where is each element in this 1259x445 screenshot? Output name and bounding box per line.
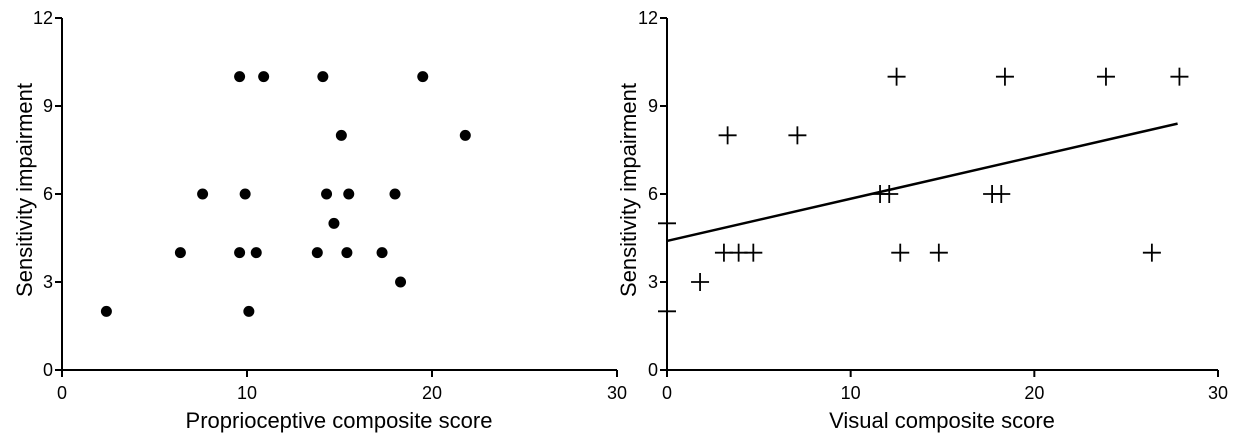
x-tick-label: 0 bbox=[57, 383, 67, 403]
x-tick-label: 10 bbox=[237, 383, 257, 403]
data-point bbox=[389, 188, 401, 200]
regression-line bbox=[666, 122, 1178, 243]
data-point bbox=[880, 185, 899, 203]
y-tick-label: 9 bbox=[648, 96, 658, 116]
y-axis-label: Sensitivity impairment bbox=[616, 83, 641, 297]
x-tick-label: 30 bbox=[1208, 383, 1228, 403]
x-tick-label: 20 bbox=[422, 383, 442, 403]
proprioceptive-scatter-panel: 0 3 6 9 12 0 10 20 30 Proprioceptive composite sc… bbox=[12, 8, 627, 433]
data-point bbox=[174, 247, 186, 259]
data-point bbox=[328, 217, 340, 229]
data-point bbox=[335, 129, 347, 141]
x-tick-label: 0 bbox=[662, 383, 672, 403]
data-point bbox=[658, 214, 676, 233]
x-tick-label: 30 bbox=[607, 383, 627, 403]
y-tick-label: 6 bbox=[648, 184, 658, 204]
y-tick-label: 3 bbox=[43, 272, 53, 292]
data-point bbox=[929, 243, 948, 262]
y-tick-label: 6 bbox=[43, 184, 53, 204]
y-tick-label: 0 bbox=[648, 360, 658, 380]
data-point bbox=[1142, 243, 1161, 262]
data-point bbox=[343, 188, 355, 200]
data-point bbox=[321, 188, 333, 200]
data-point bbox=[788, 126, 807, 145]
data-point bbox=[1096, 67, 1115, 86]
data-point bbox=[317, 71, 329, 83]
visual-scatter-panel: 0 3 6 9 12 0 10 20 30 Visual composite score Sensi… bbox=[616, 8, 1228, 433]
x-axis-label: Proprioceptive composite score bbox=[186, 408, 493, 433]
y-tick-label: 0 bbox=[43, 360, 53, 380]
x-tick-label: 20 bbox=[1024, 383, 1044, 403]
data-point bbox=[234, 71, 246, 83]
x-axis-label: Visual composite score bbox=[829, 408, 1055, 433]
data-point bbox=[691, 273, 710, 291]
data-point bbox=[341, 247, 353, 259]
data-point bbox=[100, 305, 112, 317]
data-point bbox=[1170, 67, 1189, 86]
data-point bbox=[376, 247, 388, 259]
y-tick-label: 9 bbox=[43, 96, 53, 116]
data-point bbox=[744, 243, 763, 262]
y-tick-label: 12 bbox=[638, 8, 658, 28]
data-point bbox=[718, 126, 737, 145]
data-point bbox=[239, 188, 251, 200]
data-point bbox=[250, 247, 262, 259]
data-point bbox=[417, 71, 429, 83]
data-point bbox=[891, 243, 910, 262]
data-point bbox=[395, 276, 407, 288]
y-axis-label: Sensitivity impairment bbox=[12, 83, 37, 297]
data-point bbox=[234, 247, 246, 259]
data-point bbox=[995, 67, 1014, 86]
data-point bbox=[258, 71, 270, 83]
data-point bbox=[197, 188, 209, 200]
data-point bbox=[311, 247, 323, 259]
data-point bbox=[658, 302, 676, 321]
data-point bbox=[887, 67, 906, 86]
y-tick-label: 12 bbox=[33, 8, 53, 28]
y-tick-label: 3 bbox=[648, 272, 658, 292]
data-point bbox=[992, 185, 1011, 203]
data-point bbox=[459, 129, 471, 141]
data-point bbox=[243, 305, 255, 317]
x-tick-label: 10 bbox=[841, 383, 861, 403]
